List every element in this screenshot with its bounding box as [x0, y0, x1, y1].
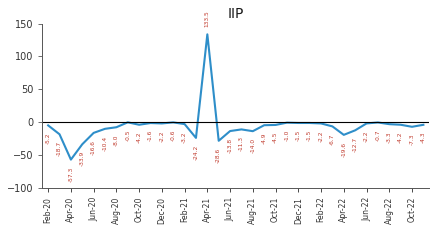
Text: -18.7: -18.7 [57, 141, 62, 156]
Text: -0.7: -0.7 [375, 129, 380, 141]
Text: -13.8: -13.8 [228, 138, 232, 153]
Text: -2.2: -2.2 [364, 130, 369, 142]
Text: -8.0: -8.0 [114, 134, 119, 146]
Text: -1.5: -1.5 [296, 130, 301, 141]
Text: -4.2: -4.2 [136, 132, 142, 143]
Text: -33.9: -33.9 [80, 151, 85, 167]
Text: -1.6: -1.6 [148, 130, 153, 141]
Text: -28.6: -28.6 [216, 148, 221, 163]
Text: -5.2: -5.2 [46, 132, 51, 144]
Text: -6.7: -6.7 [330, 133, 335, 145]
Text: -4.3: -4.3 [421, 132, 426, 143]
Text: -1.5: -1.5 [307, 130, 312, 141]
Text: -57.3: -57.3 [68, 167, 73, 182]
Text: -0.5: -0.5 [125, 129, 130, 141]
Text: -14.0: -14.0 [250, 138, 255, 153]
Text: -10.4: -10.4 [102, 136, 108, 151]
Text: 133.5: 133.5 [205, 11, 210, 27]
Text: -4.9: -4.9 [262, 132, 267, 144]
Text: -19.6: -19.6 [341, 142, 346, 157]
Title: IIP: IIP [228, 7, 244, 21]
Text: -7.3: -7.3 [409, 134, 415, 145]
Text: -2.2: -2.2 [319, 130, 324, 142]
Text: -12.7: -12.7 [353, 137, 358, 152]
Text: -11.3: -11.3 [239, 136, 244, 151]
Text: -3.3: -3.3 [387, 131, 392, 143]
Text: -24.2: -24.2 [194, 145, 198, 160]
Text: -16.6: -16.6 [91, 140, 96, 155]
Text: -4.2: -4.2 [398, 132, 403, 143]
Text: -2.2: -2.2 [160, 130, 164, 142]
Text: -0.6: -0.6 [171, 129, 176, 141]
Text: -1.0: -1.0 [284, 130, 290, 141]
Text: -4.5: -4.5 [273, 132, 278, 143]
Text: -3.2: -3.2 [182, 131, 187, 143]
